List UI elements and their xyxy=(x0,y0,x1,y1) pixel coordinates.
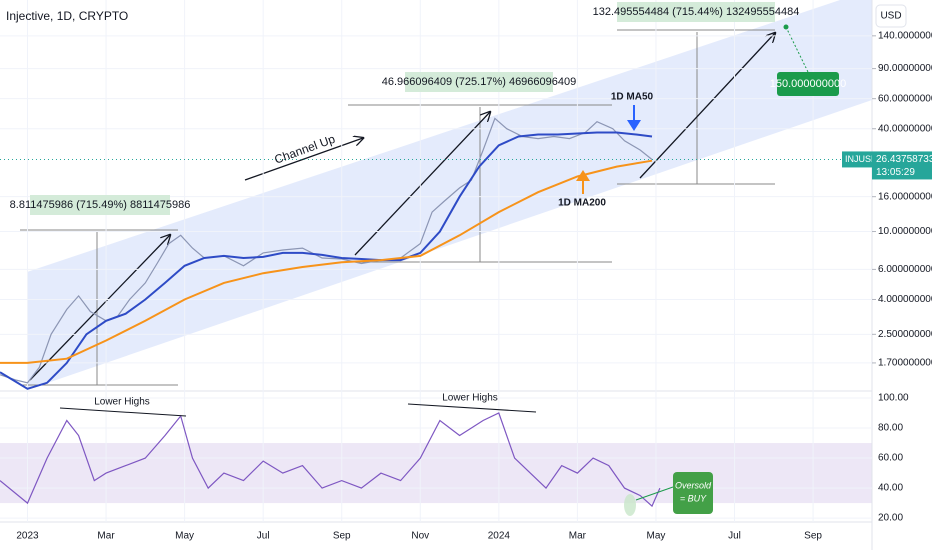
x-tick-label: Mar xyxy=(97,531,115,542)
y-tick-label: 4.000000000 xyxy=(878,294,932,305)
rsi-band xyxy=(0,443,872,504)
series-line xyxy=(0,159,653,364)
target-box xyxy=(777,72,839,96)
oversold-box xyxy=(673,472,713,514)
arrow xyxy=(639,33,775,179)
x-tick-label: Mar xyxy=(569,531,587,542)
lower-highs-label: Lower Highs xyxy=(94,397,150,408)
series-line xyxy=(0,412,661,508)
y2-tick-label: 40.00 xyxy=(878,483,903,494)
x-tick-label: Jul xyxy=(257,531,270,542)
ma200-label: 1D MA200 xyxy=(558,198,606,209)
y2-tick-label: 100.00 xyxy=(878,393,909,404)
x-tick-label: May xyxy=(647,531,666,542)
y2-tick-label: 80.00 xyxy=(878,423,903,434)
ma50-label: 1D MA50 xyxy=(611,92,654,103)
measure-label: 132.495554484 (715.44%) 132495554484 xyxy=(593,6,800,18)
measure-boxes xyxy=(20,29,775,386)
y-tick-label: 60.000000000 xyxy=(878,93,932,104)
y-tick-label: 1.700000000 xyxy=(878,358,932,369)
last-price-box xyxy=(872,151,932,180)
y-tick-label: 6.000000000 xyxy=(878,264,932,275)
countdown-label: 13:05:29 xyxy=(876,167,915,178)
y-tick-label: 10.000000000 xyxy=(878,226,932,237)
currency-label[interactable]: USD xyxy=(880,11,901,22)
trend-line xyxy=(59,407,187,417)
symbol-label: INJUSD xyxy=(845,154,878,164)
measure-label-box xyxy=(30,195,170,215)
x-tick-label: Sep xyxy=(804,531,822,542)
symbol-box xyxy=(842,151,872,168)
lower-highs-label: Lower Highs xyxy=(442,393,498,404)
x-tick-label: 2024 xyxy=(488,531,511,542)
series-line xyxy=(0,131,653,390)
y-tick-label: 2.500000000 xyxy=(878,329,932,340)
arrow xyxy=(29,235,170,381)
channel xyxy=(27,0,872,390)
measure-label-box xyxy=(405,72,553,92)
measure-label-box xyxy=(617,2,775,22)
x-tick-label: Nov xyxy=(411,531,429,542)
trend-line xyxy=(407,403,537,413)
measure-label: 8.811475986 (715.49%) 8811475986 xyxy=(10,199,191,211)
oversold-label: Oversold xyxy=(675,480,712,490)
series-line xyxy=(0,117,653,384)
y2-tick-label: 20.00 xyxy=(878,513,903,524)
measure-label: 46.966096409 (725.17%) 46966096409 xyxy=(382,76,577,88)
x-tick-label: Jul xyxy=(728,531,741,542)
target-dot xyxy=(783,24,789,30)
last-price-label: 26.437587336 xyxy=(876,154,932,165)
oversold-label: = BUY xyxy=(680,493,707,503)
x-tick-label: May xyxy=(175,531,194,542)
x-tick-label: 2023 xyxy=(16,531,39,542)
currency-button[interactable] xyxy=(875,4,907,28)
x-tick-label: Sep xyxy=(333,531,351,542)
oversold-marker xyxy=(624,494,636,516)
y-tick-label: 90.000000000 xyxy=(878,63,932,74)
chart-title: Injective, 1D, CRYPTO xyxy=(6,9,128,23)
ma50-arrow xyxy=(627,105,641,131)
y-tick-label: 140.000000000 xyxy=(878,30,932,41)
ma200-arrow xyxy=(576,170,590,194)
y2-tick-label: 60.00 xyxy=(878,453,903,464)
callout-line xyxy=(635,486,674,501)
target-label: 150.000000000 xyxy=(770,78,846,90)
y-tick-label: 40.000000000 xyxy=(878,123,932,134)
target-line xyxy=(785,26,809,73)
y-tick-label: 16.000000000 xyxy=(878,191,932,202)
